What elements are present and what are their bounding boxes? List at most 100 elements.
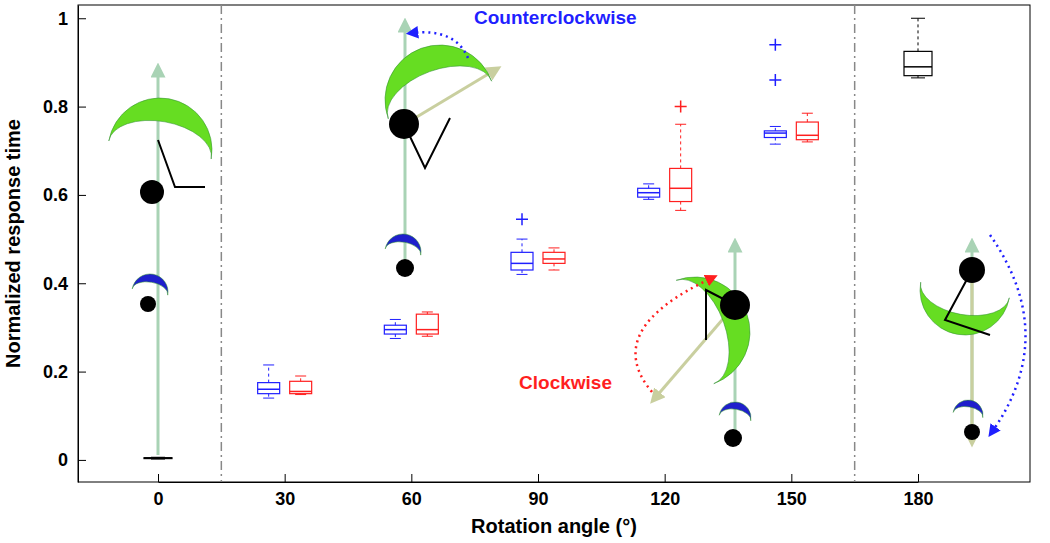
crescent: [719, 399, 753, 420]
box: [543, 252, 565, 263]
box: [764, 131, 786, 138]
cap-upper: [643, 183, 654, 184]
y-tick: 0.4: [43, 274, 86, 294]
box: [670, 168, 692, 201]
y-tick-label: 0.8: [43, 97, 68, 117]
median: [638, 192, 660, 194]
chart: 030609012015018000.20.40.60.81Rotation a…: [0, 0, 1050, 543]
outlier: [769, 74, 781, 86]
illustrations: [109, 25, 1026, 455]
y-tick-mark: [78, 283, 86, 284]
x-tick-label: 30: [275, 489, 295, 509]
arm: [945, 270, 990, 335]
y-tick-mark: [78, 195, 86, 196]
arm: [158, 140, 205, 187]
box-group: [144, 457, 172, 459]
cap-lower: [770, 144, 781, 145]
cap-upper: [770, 126, 781, 127]
whisker-lower: [775, 138, 776, 145]
joint: [396, 259, 414, 277]
median: [144, 457, 172, 459]
median: [796, 135, 818, 137]
y-tick-mark: [78, 372, 86, 373]
cap-lower: [802, 141, 813, 142]
whisker-lower: [680, 202, 681, 211]
joint: [140, 296, 156, 312]
x-tick-mark: [538, 474, 539, 482]
cap-upper: [549, 247, 560, 248]
cap-lower: [643, 199, 654, 200]
median: [511, 263, 533, 265]
box: [904, 51, 932, 75]
rotation-arrow: [412, 32, 468, 58]
y-tick-label: 0.4: [43, 274, 68, 294]
box-group: [543, 248, 565, 270]
box-group: [670, 101, 692, 211]
crescent: [370, 30, 492, 119]
x-tick-mark: [285, 474, 286, 482]
cap-upper: [675, 124, 686, 125]
x-axis: 0306090120150180: [153, 474, 933, 509]
cap-lower: [549, 270, 560, 271]
median: [670, 188, 692, 190]
x-tick: 150: [777, 474, 807, 509]
joint: [140, 180, 164, 204]
y-tick: 1: [58, 9, 86, 29]
median: [543, 258, 565, 260]
x-tick-label: 60: [402, 489, 422, 509]
x-tick-mark: [665, 474, 666, 482]
y-axis-line: [78, 6, 79, 483]
median: [764, 132, 786, 134]
outlier: [769, 39, 781, 51]
cap-lower: [517, 274, 528, 275]
y-axis-title: Normalized response time: [2, 119, 24, 368]
rotation-arrow: [990, 235, 1026, 432]
y-tick-mark: [78, 460, 86, 461]
x-tick-label: 120: [650, 489, 680, 509]
box: [144, 457, 172, 459]
whisker-lower: [268, 394, 269, 398]
box-group: [511, 213, 533, 274]
x-tick-label: 90: [528, 489, 548, 509]
cap-upper: [263, 364, 274, 365]
x-tick: 120: [650, 474, 680, 509]
box-group: [384, 319, 406, 338]
median: [290, 391, 312, 393]
whisker-upper: [648, 184, 649, 188]
y-tick-label: 0.2: [43, 362, 68, 382]
box: [384, 325, 406, 334]
crescent: [676, 262, 765, 384]
crescent: [109, 90, 220, 159]
x-tick-mark: [791, 474, 792, 482]
box-group: [290, 376, 312, 395]
x-tick-mark: [411, 474, 412, 482]
arm: [706, 290, 735, 340]
y-tick: 0.6: [43, 185, 86, 205]
cap-upper: [295, 376, 306, 377]
crescent: [385, 231, 424, 255]
cap-lower: [263, 398, 274, 399]
arrow: [971, 275, 974, 440]
median: [384, 329, 406, 331]
box-group: [258, 365, 280, 398]
y-tick: 0.2: [43, 362, 86, 382]
box-group: [796, 113, 818, 142]
crescent: [132, 271, 171, 295]
joint: [964, 424, 980, 440]
cap-upper: [802, 113, 813, 114]
rotation-arrow: [636, 278, 712, 392]
y-tick-mark: [78, 107, 86, 108]
box-group: [416, 312, 438, 336]
cap-lower: [390, 338, 401, 339]
box: [638, 188, 660, 197]
cap-upper: [390, 319, 401, 320]
y-tick-label: 0: [58, 450, 68, 470]
box: [416, 314, 438, 334]
arrow: [405, 70, 495, 124]
x-tick: 0: [153, 474, 163, 509]
whisker-upper: [554, 248, 555, 252]
whisker-upper: [807, 113, 808, 122]
x-tick: 30: [275, 474, 295, 509]
separator: [854, 5, 856, 482]
whisker-lower: [395, 334, 396, 338]
